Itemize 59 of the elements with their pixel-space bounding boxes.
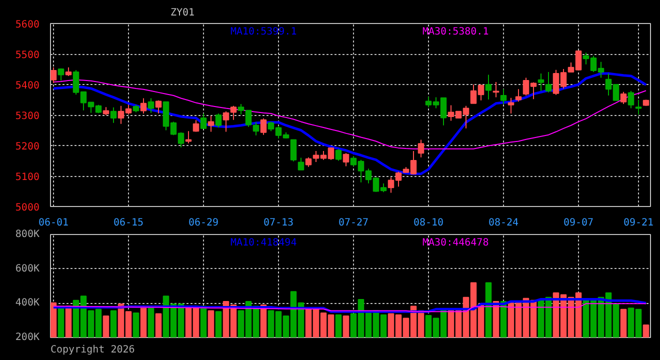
text: MA10:418494 (230, 238, 297, 248)
candlestick (155, 100, 162, 114)
x-tick-label: 08-10 (413, 218, 444, 228)
candlestick (545, 71, 552, 93)
candlestick (230, 105, 237, 120)
candlestick (635, 99, 642, 115)
candlestick (290, 139, 297, 162)
x-tick-label: 09-07 (563, 218, 594, 228)
y-tick-label: 5100 (15, 172, 40, 183)
candlestick (140, 98, 147, 114)
candlestick (500, 88, 507, 105)
candlestick (215, 112, 222, 128)
candlestick (538, 73, 544, 92)
y-tick-label: 5200 (15, 142, 40, 152)
x-tick-label: 06-29 (188, 218, 219, 228)
candlestick (305, 156, 312, 168)
candlestick (200, 112, 207, 129)
candlestick (185, 130, 192, 144)
y-tick-label: 5600 (15, 20, 40, 30)
candlestick (620, 91, 627, 105)
x-tick-label: 07-27 (338, 218, 369, 228)
x-tick-label: 06-01 (38, 218, 69, 228)
candlestick (342, 152, 350, 167)
x-tick-label: 09-21 (623, 218, 654, 228)
text: Copyright 2026 (50, 344, 135, 356)
candlestick (508, 97, 514, 114)
candlestick (335, 148, 342, 162)
y-tick-label: 600K (15, 263, 40, 274)
candlestick (192, 120, 200, 132)
y-tick-label: 5500 (15, 50, 40, 61)
text: MA30:446478 (422, 238, 489, 248)
candlestick (252, 122, 260, 136)
y-tick-label: 400K (15, 298, 40, 309)
candlestick (628, 90, 634, 109)
candlestick (58, 68, 64, 82)
line-series (53, 303, 646, 312)
y-tick-label: 5000 (15, 202, 40, 214)
line-series (52, 72, 648, 176)
candlestick (298, 157, 304, 170)
candlestick (208, 115, 214, 132)
candlestick (50, 66, 57, 84)
text: MA30:5380.1 (422, 26, 489, 38)
y-tick-label: 200K (15, 332, 40, 343)
candlestick (515, 88, 522, 102)
text: MA10:5399.1 (230, 26, 297, 38)
candlestick (222, 110, 230, 132)
y-tick-label: 5400 (15, 80, 40, 92)
candlestick (485, 74, 492, 100)
candlestick (492, 82, 500, 98)
y-tick-label: 5300 (15, 111, 40, 122)
chart-title: ZY01 (170, 8, 195, 18)
x-tick-label: 06-15 (113, 218, 144, 228)
y-tick-label: 800K (15, 229, 40, 240)
x-tick-label: 07-13 (263, 218, 294, 228)
candlestick (418, 139, 424, 158)
candlestick (148, 98, 154, 114)
candlestick (260, 118, 267, 136)
candlestick (110, 106, 117, 124)
x-tick-label: 08-24 (488, 218, 519, 228)
